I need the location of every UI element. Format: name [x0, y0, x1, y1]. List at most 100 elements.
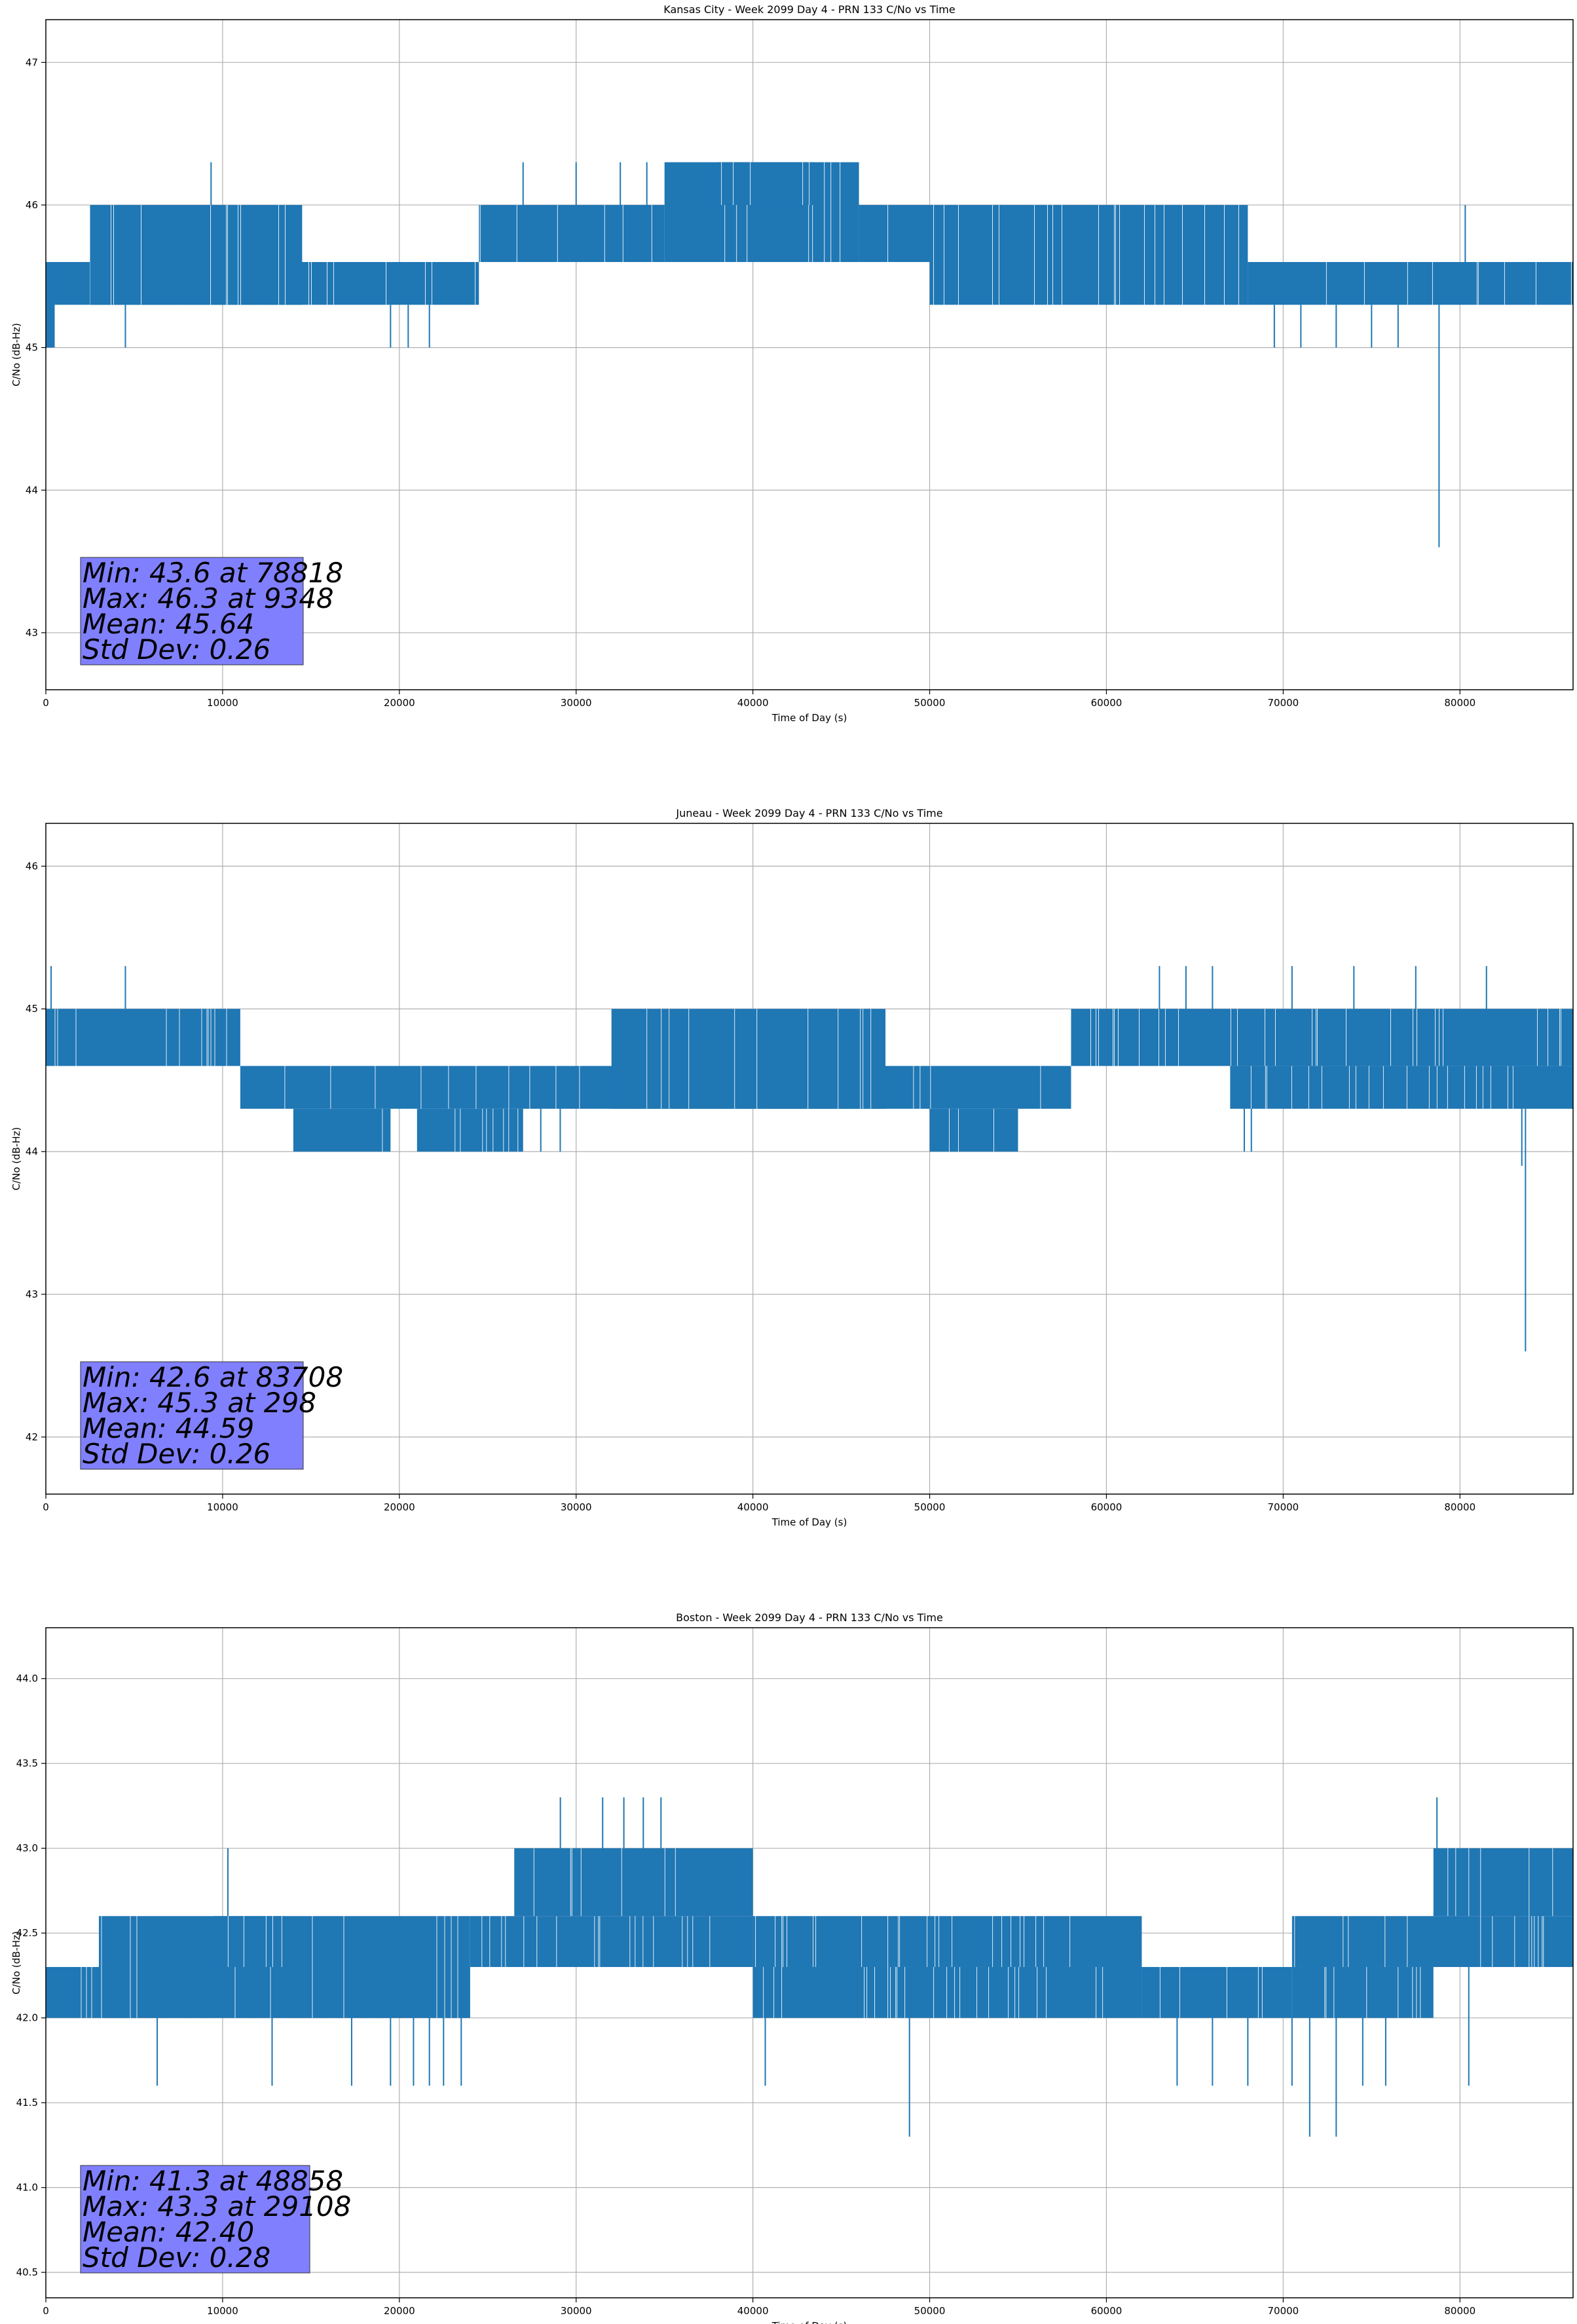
plot-frame: [45, 19, 1574, 690]
x-tick-label: 10000: [207, 697, 238, 709]
data-series: [46, 1797, 1573, 2137]
data-band: [1071, 1009, 1573, 1066]
x-tick-label: 10000: [207, 2305, 238, 2317]
data-band-texture: [1090, 1009, 1561, 1066]
data-band-texture: [949, 1108, 994, 1152]
chart-title: Boston - Week 2099 Day 4 - PRN 133 C/No …: [676, 1611, 943, 1624]
data-band: [213, 1916, 285, 1967]
y-axis-label: C/No (dB-Hz): [10, 323, 22, 386]
x-tick-label: 80000: [1444, 1501, 1475, 1513]
data-band-texture: [54, 1009, 227, 1066]
x-tick-label: 10000: [207, 1501, 238, 1513]
data-band: [1291, 1966, 1434, 2018]
data-band-texture: [455, 1108, 519, 1152]
x-tick-label: 0: [43, 697, 49, 709]
data-band-texture: [755, 1916, 1071, 1967]
x-tick-label: 20000: [384, 2305, 415, 2317]
data-band-texture: [479, 205, 652, 262]
stats-box: [80, 1361, 304, 1470]
data-band: [1248, 262, 1573, 305]
data-band-texture: [1250, 1066, 1513, 1109]
data-band: [1291, 1916, 1573, 1967]
y-tick-label: 44.0: [16, 1673, 38, 1685]
data-band-texture: [721, 162, 810, 205]
plot-frame: [45, 1627, 1574, 2298]
data-band-texture: [1159, 1967, 1263, 2018]
data-band-texture: [1326, 262, 1572, 305]
x-tick-label: 40000: [737, 697, 769, 709]
x-tick-label: 80000: [1444, 2305, 1475, 2317]
y-tick-label: 46: [26, 860, 38, 872]
x-tick-label: 50000: [914, 697, 946, 709]
data-band: [417, 1108, 523, 1152]
subplot-1: 0 10000 20000 30000 40000 50000 60000 70000 8000…: [10, 3, 1574, 724]
stats-line: Max: 45.3 at 298: [83, 1387, 316, 1419]
x-tick-label: 0: [43, 1501, 49, 1513]
y-tick-label: 46: [26, 199, 38, 211]
x-tick-label: 70000: [1267, 697, 1299, 709]
x-tick-label: 30000: [561, 697, 592, 709]
plot-frame: [45, 823, 1574, 1495]
data-series: [46, 965, 1573, 1352]
data-band-texture: [481, 1916, 711, 1967]
data-band: [611, 1009, 886, 1109]
x-tick-label: 20000: [384, 1501, 415, 1513]
data-band: [1433, 1848, 1573, 1917]
x-axis-label: Time of Day (s): [771, 712, 847, 724]
data-band: [929, 204, 1248, 305]
y-axis-label: C/No (dB-Hz): [10, 1931, 22, 1995]
stats-box: [80, 557, 304, 665]
y-tick-label: 43.0: [16, 1843, 38, 1854]
chart-title: Kansas City - Week 2099 Day 4 - PRN 133 …: [663, 3, 955, 16]
y-tick-label: 43: [26, 627, 38, 639]
y-tick-label: 43.5: [16, 1757, 38, 1769]
y-tick-label: 42: [26, 1431, 38, 1443]
data-band: [859, 204, 930, 263]
data-band-texture: [101, 1916, 458, 2018]
stats-line: Std Dev: 0.26: [83, 633, 270, 665]
data-band: [46, 262, 55, 348]
stats-line: Std Dev: 0.26: [83, 1438, 270, 1470]
data-band-texture: [1294, 1916, 1544, 1967]
data-band-texture: [227, 1916, 282, 1967]
stats-box: [80, 2165, 310, 2274]
y-tick-label: 44: [26, 484, 38, 496]
y-tick-label: 42.0: [16, 2012, 38, 2024]
stats-line: Mean: 44.59: [83, 1412, 254, 1444]
x-tick-label: 50000: [914, 1501, 946, 1513]
data-band: [470, 1916, 753, 1967]
data-band-texture: [111, 205, 286, 305]
x-axis-label: Time of Day (s): [771, 1516, 847, 1528]
x-tick-label: 30000: [561, 2305, 592, 2317]
y-tick-label: 42.5: [16, 1927, 38, 1939]
data-band: [293, 1108, 391, 1152]
x-tick-label: 40000: [737, 2305, 769, 2317]
data-band: [514, 1848, 753, 1917]
stats-line: Min: 42.6 at 83708: [83, 1361, 343, 1393]
data-band-texture: [724, 162, 841, 262]
y-tick-label: 43: [26, 1288, 38, 1300]
data-band-texture: [763, 1967, 1104, 2018]
y-tick-label: 44: [26, 1146, 38, 1157]
x-tick-label: 40000: [737, 1501, 769, 1513]
subplot-3: 0 10000 20000 30000 40000 50000 60000 70000 8000…: [10, 1611, 1574, 2324]
x-tick-label: 20000: [384, 697, 415, 709]
data-band: [46, 1009, 240, 1066]
x-tick-label: 80000: [1444, 697, 1475, 709]
data-band-texture: [1324, 1967, 1421, 2018]
data-band-texture: [533, 1848, 676, 1917]
data-band: [479, 204, 665, 263]
stats-line: Mean: 45.64: [83, 608, 254, 640]
data-band: [1230, 1066, 1573, 1109]
data-band: [752, 1966, 1142, 2018]
data-band-texture: [646, 1009, 872, 1109]
data-band: [90, 204, 303, 305]
data-band-texture: [1447, 1848, 1553, 1917]
y-tick-label: 41.5: [16, 2097, 38, 2108]
x-tick-label: 30000: [561, 1501, 592, 1513]
data-band: [752, 1916, 1142, 1967]
y-tick-label: 41.0: [16, 2182, 38, 2194]
y-tick-label: 40.5: [16, 2266, 38, 2278]
x-tick-label: 60000: [1091, 1501, 1122, 1513]
